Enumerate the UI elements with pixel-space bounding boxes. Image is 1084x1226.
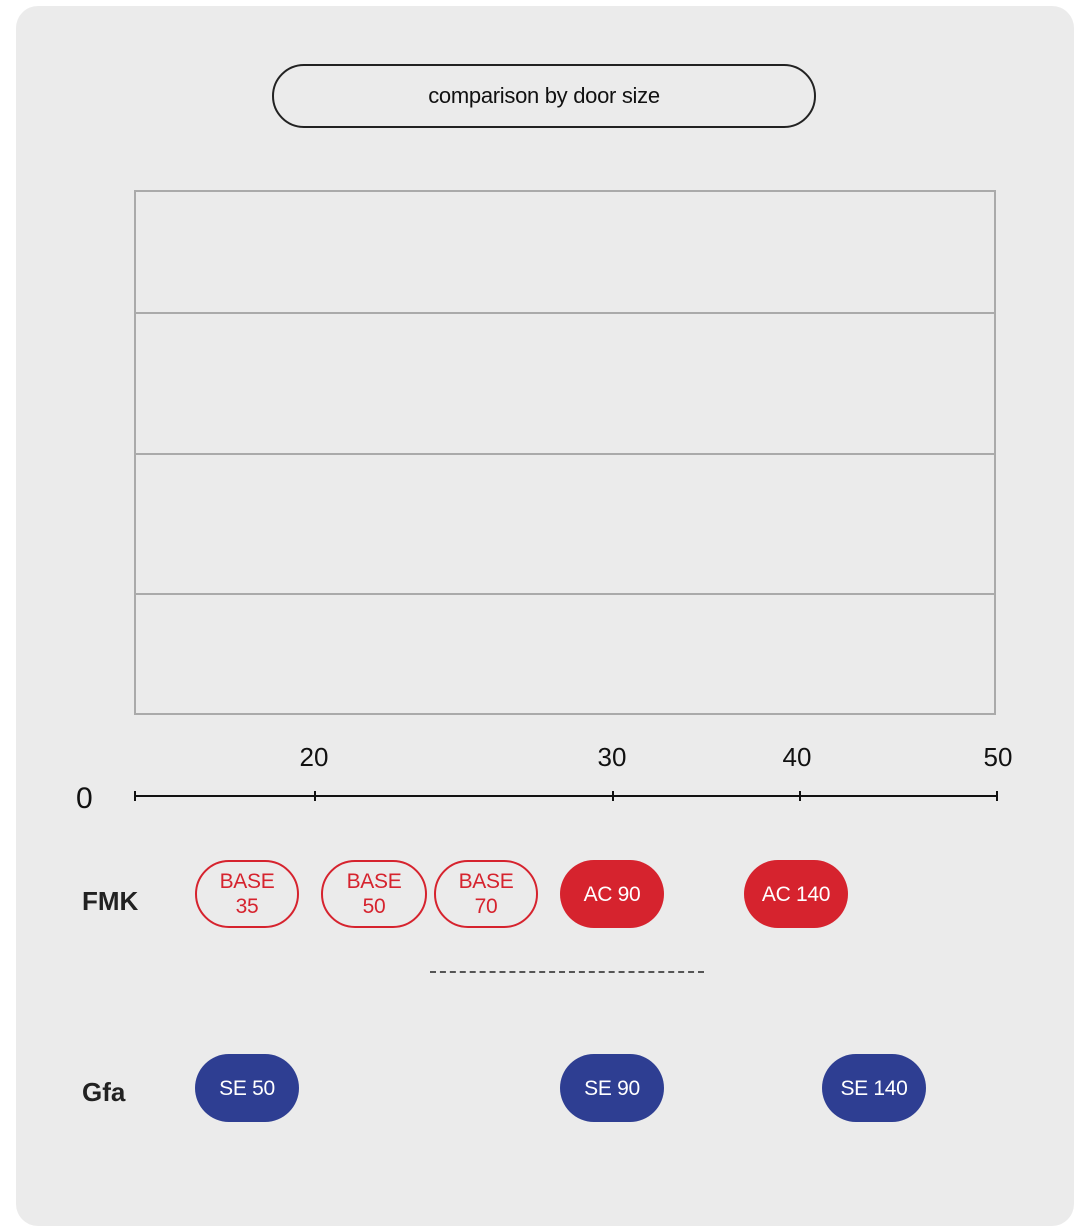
tick-label-40: 40 (782, 742, 812, 772)
product-pill-base-70: BASE 70 (434, 860, 538, 928)
axis-tick-40 (799, 791, 801, 801)
gridline (136, 593, 994, 595)
row-label-fmk: FMK (82, 886, 139, 916)
row-divider-dashed (430, 971, 704, 973)
title-pill: comparison by door size (272, 64, 816, 128)
product-pill-se-140: SE 140 (822, 1054, 926, 1122)
axis-tick-50 (996, 791, 998, 801)
product-pill-base-50: BASE 50 (321, 860, 427, 928)
scale-axis-line (134, 795, 998, 797)
product-pill-base-35: BASE 35 (195, 860, 299, 928)
gridline (136, 453, 994, 455)
axis-tick-start (134, 791, 136, 801)
row-label-gfa: Gfa (82, 1077, 126, 1107)
tick-label-50: 50 (983, 742, 1013, 772)
tick-label-30: 30 (597, 742, 627, 772)
gridline (136, 312, 994, 314)
product-pill-ac-90: AC 90 (560, 860, 664, 928)
axis-tick-20 (314, 791, 316, 801)
diagram-card (16, 6, 1074, 1226)
tick-label-20: 20 (299, 742, 329, 772)
product-pill-se-90: SE 90 (560, 1054, 664, 1122)
axis-zero-label: 0 (76, 782, 93, 815)
product-pill-ac-140: AC 140 (744, 860, 848, 928)
grid-box (134, 190, 996, 715)
title-text: comparison by door size (428, 83, 660, 108)
product-pill-se-50: SE 50 (195, 1054, 299, 1122)
axis-tick-30 (612, 791, 614, 801)
